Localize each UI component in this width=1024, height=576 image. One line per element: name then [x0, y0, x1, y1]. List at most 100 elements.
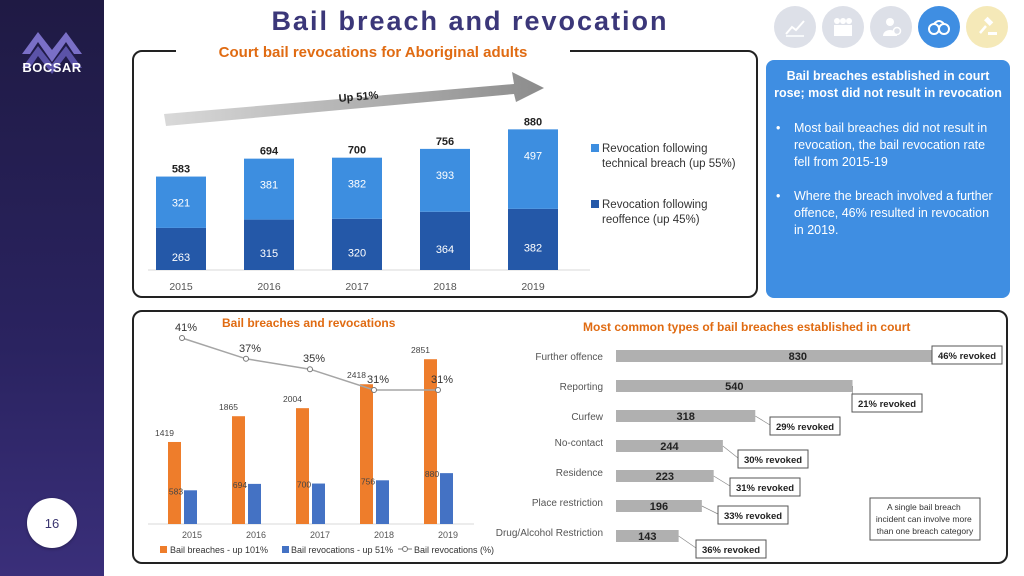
revoked-callout-box — [737, 449, 809, 469]
stack-bar-reoffence-2016 — [244, 219, 294, 270]
legend-swatch-reoffence — [591, 200, 599, 208]
breach-type-value: 830 — [789, 351, 807, 363]
stack-bar-technical-2015 — [156, 176, 206, 228]
page-number: 16 — [27, 498, 77, 548]
revoked-callout-label: 46% revoked — [938, 351, 996, 362]
stack-total-label: 694 — [260, 146, 279, 158]
breach-type-value: 196 — [650, 501, 668, 513]
callout-leader — [678, 535, 697, 549]
breach-type-value: 223 — [656, 471, 674, 483]
combo-value-label: 1419 — [155, 428, 174, 438]
note-line2: incident can involve more — [876, 514, 972, 524]
rate-point — [243, 355, 249, 362]
breach-type-label: Reporting — [560, 382, 603, 393]
breach-type-label: Place restriction — [532, 498, 603, 509]
revoked-callout-box — [931, 345, 1003, 365]
breach-type-bar — [616, 470, 714, 482]
legend-swatch-technical — [591, 144, 599, 152]
revoked-callout-box — [769, 416, 841, 436]
legend-label-rate: Bail revocations (%) — [414, 545, 494, 555]
breach-types-chart: Most common types of bail breaches estab… — [496, 320, 1003, 559]
stack-x-label: 2015 — [169, 281, 193, 293]
stack-bar-reoffence-2015 — [156, 227, 206, 270]
combo-value-label: 756 — [361, 476, 375, 486]
gavel-icon[interactable] — [966, 6, 1008, 48]
stack-bar-technical-2016 — [244, 158, 294, 220]
people-icon[interactable] — [822, 6, 864, 48]
breach-bar-2019 — [424, 359, 437, 524]
breach-type-value: 540 — [725, 381, 743, 393]
legend-reoffence-line2: reoffence (up 45%) — [602, 214, 700, 226]
rate-label: 35% — [303, 353, 325, 365]
revoked-callout-box — [717, 505, 789, 525]
breach-type-value: 244 — [660, 441, 679, 453]
bocsar-logo — [22, 32, 82, 74]
combo-value-label: 583 — [169, 486, 183, 496]
revoked-callout-label: 36% revoked — [702, 545, 760, 556]
stack-value-label: 497 — [524, 150, 542, 162]
rate-label: 31% — [431, 374, 453, 386]
stack-value-label: 393 — [436, 170, 454, 182]
callout-leader — [722, 445, 739, 459]
key-finding-1: • Most bail breaches did not result in re… — [776, 121, 988, 169]
combo-value-label: 694 — [233, 480, 247, 490]
combo-x-label: 2019 — [438, 530, 458, 540]
breach-type-label: Curfew — [571, 412, 603, 423]
key-finding-2-text: Where the breach involved a further offe… — [794, 189, 993, 237]
revocation-bar-2017 — [312, 483, 325, 524]
breach-type-bar — [616, 440, 723, 452]
revocation-bar-2019 — [440, 473, 453, 524]
rate-label: 31% — [367, 374, 389, 386]
rate-point — [435, 387, 441, 393]
combo-x-label: 2016 — [246, 530, 266, 540]
stack-value-label: 364 — [436, 244, 454, 256]
revocation-bar-2016 — [248, 483, 261, 524]
revoked-callout-label: 31% revoked — [736, 483, 794, 494]
revoked-callout-label: 21% revoked — [858, 399, 916, 410]
revoked-callout-label: 29% revoked — [776, 422, 834, 433]
stack-value-label: 321 — [172, 198, 190, 210]
stack-total-label: 583 — [172, 164, 190, 176]
handcuffs-icon[interactable] — [918, 6, 960, 48]
note-line1: A single bail breach — [887, 502, 961, 512]
chart-line-icon[interactable] — [774, 6, 816, 48]
legend-swatch-revocations — [282, 546, 289, 553]
stack-bar-technical-2017 — [332, 157, 382, 219]
nav-icons — [770, 0, 1008, 52]
breach-type-value: 143 — [638, 531, 656, 543]
breach-bar-2017 — [296, 408, 309, 524]
sidebar: BOCSAR 16 — [0, 0, 104, 576]
stacked-bar-chart: Up 51% 263 321 583 315 381 694 320 382 700 364 393… — [148, 72, 736, 293]
combo-legend: Bail breaches - up 101% Bail revocations… — [160, 545, 494, 555]
note-text: A single bail breach incident can involv… — [876, 502, 974, 536]
legend-label-technical: Revocation following technical breach (u… — [602, 143, 736, 170]
stack-x-label: 2016 — [257, 281, 281, 293]
growth-arrow — [164, 72, 544, 126]
breach-type-bar — [616, 530, 679, 542]
person-ok-icon[interactable] — [870, 6, 912, 48]
legend-technical-line2: technical breach (up 55%) — [602, 158, 736, 170]
breaches-revocations-chart: Bail breaches and revocations 1419 583 186… — [148, 316, 494, 555]
combo-x-label: 2017 — [310, 530, 330, 540]
note-box: A single bail breach incident can involv… — [869, 497, 981, 541]
chart-subtitle: Court bail revocations for Aboriginal ad… — [176, 44, 570, 64]
breach-types-title: Most common types of bail breaches estab… — [583, 320, 910, 334]
combo-value-label: 1865 — [219, 402, 238, 412]
rate-label: 37% — [239, 343, 261, 355]
revoked-callout-box — [729, 477, 801, 497]
breaches-chart-title: Bail breaches and revocations — [222, 316, 396, 330]
legend-label-breaches: Bail breaches - up 101% — [170, 545, 268, 555]
stack-value-label: 263 — [172, 252, 190, 264]
legend-reoffence-line1: Revocation following — [602, 199, 707, 211]
combo-value-label: 880 — [425, 469, 439, 479]
revoked-callout-label: 33% revoked — [724, 511, 782, 522]
breach-type-label: Residence — [556, 468, 604, 479]
legend-marker-rate — [402, 546, 408, 552]
key-findings-panel: Bail breaches established in court rose;… — [766, 60, 1010, 298]
callout-leader — [701, 505, 719, 515]
combo-value-label: 700 — [297, 480, 311, 490]
rate-label: 41% — [175, 322, 197, 334]
page-title: Bail breach and revocation — [271, 6, 669, 36]
legend-technical-line1: Revocation following — [602, 143, 707, 155]
stack-value-label: 315 — [260, 248, 278, 260]
